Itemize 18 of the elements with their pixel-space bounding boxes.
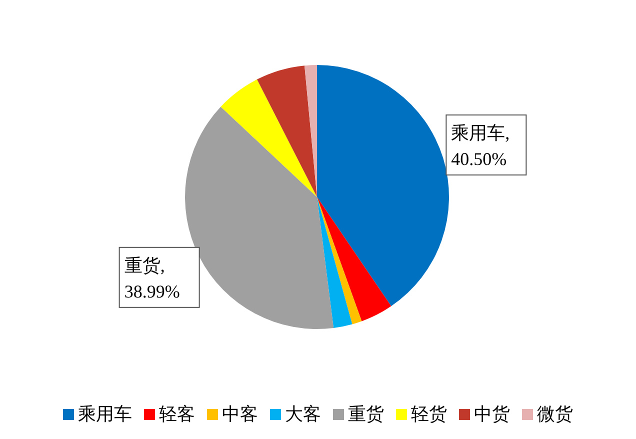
pie-slice [317,65,449,306]
legend-label: 中货 [474,403,510,426]
data-label: 重货, 38.99% [124,255,180,302]
data-label: 乘用车, 40.50% [451,122,510,169]
pie-slice [317,197,352,328]
legend-label: 重货 [348,403,384,426]
pie-slice [257,66,317,197]
pie-slice [304,65,317,197]
pie-slice [220,79,317,197]
legend-label: 大客 [285,403,321,426]
legend-label: 乘用车 [78,403,132,426]
legend-label: 轻客 [159,403,195,426]
legend-label: 轻货 [411,403,447,426]
pie-slice [317,197,362,324]
legend-label: 中客 [222,403,258,426]
pie-slice [185,106,334,329]
legend-label: 微货 [537,403,573,426]
pie-slice [317,197,392,322]
